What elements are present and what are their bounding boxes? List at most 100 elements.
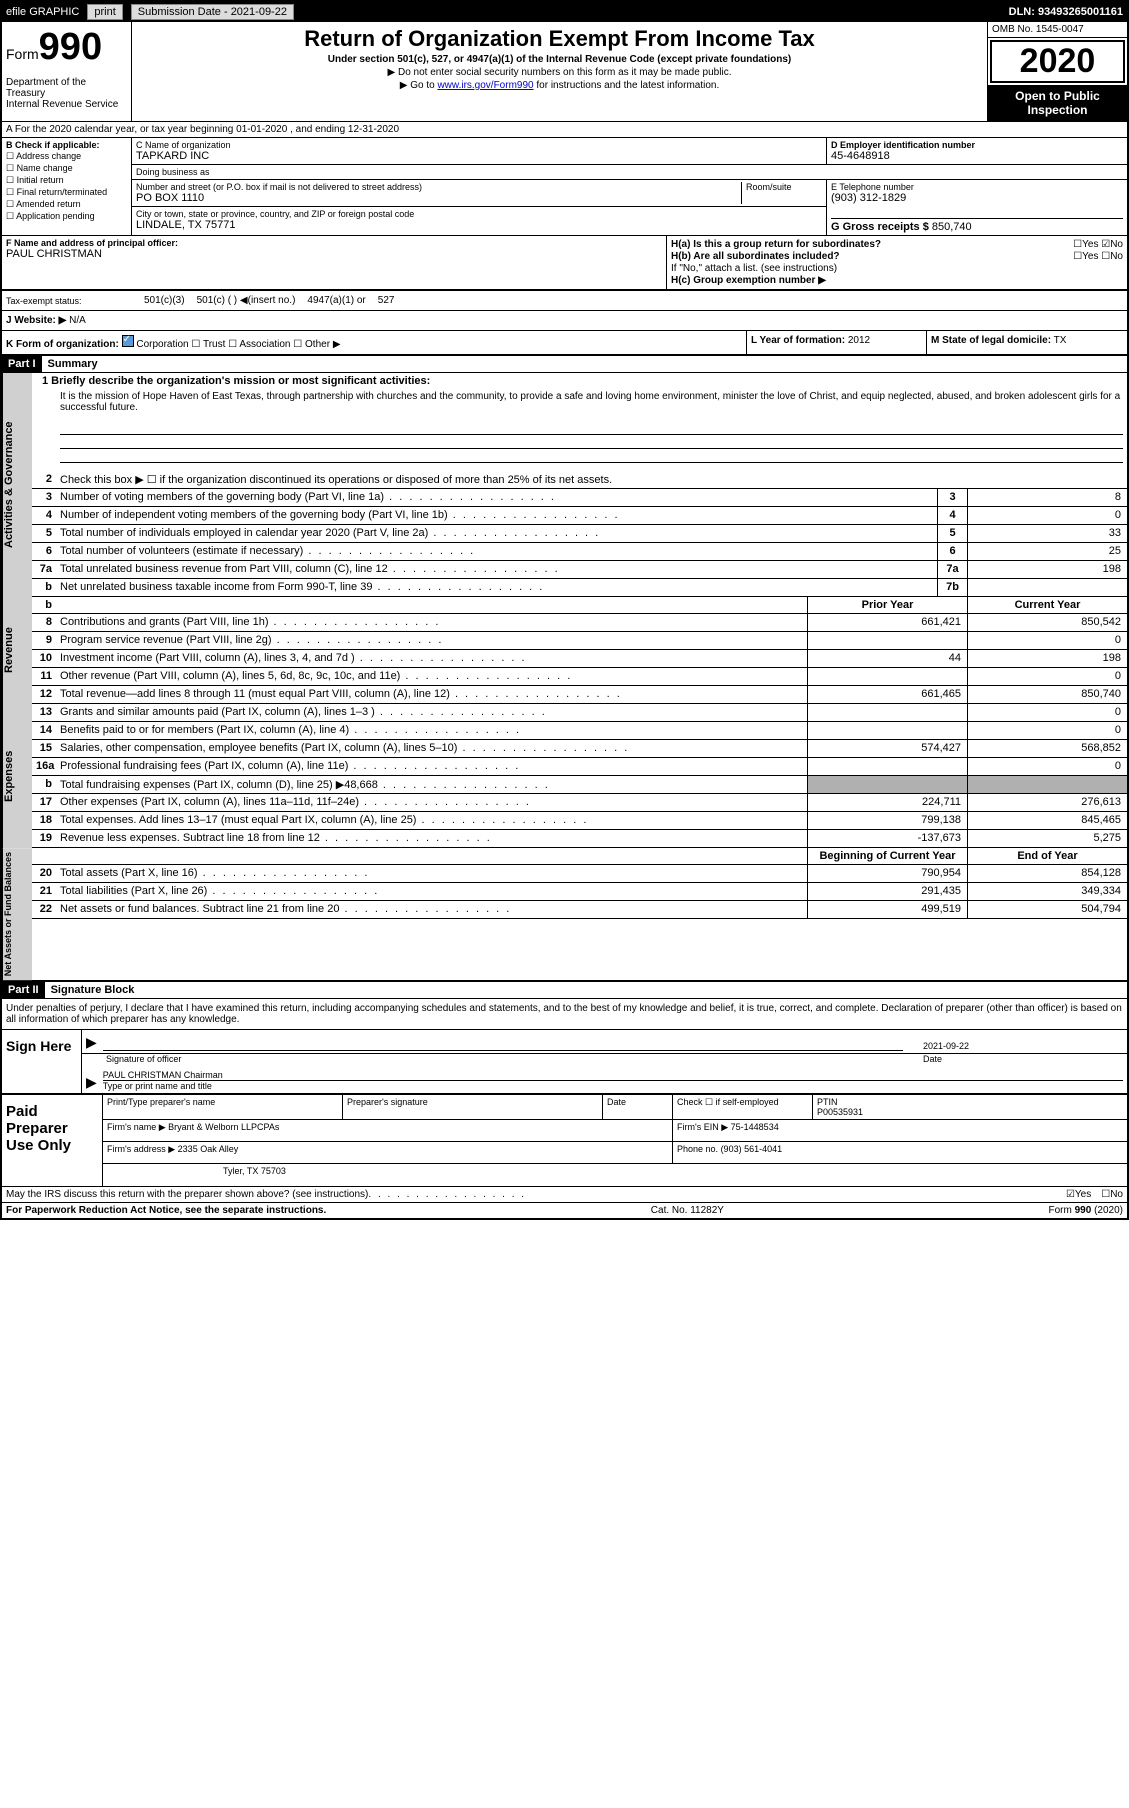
chk-app[interactable]: ☐ Application pending [6,211,127,222]
sig-date-value: 2021-09-22 [923,1041,1123,1051]
line-text: Grants and similar amounts paid (Part IX… [56,704,807,721]
preparer-section: Paid Preparer Use Only Print/Type prepar… [2,1094,1127,1186]
line-num: 20 [32,865,56,882]
line-text: Number of voting members of the governin… [56,489,937,506]
dots [368,1189,1066,1200]
dba-label: Doing business as [136,167,1123,177]
line-val [967,579,1127,596]
line-num: 15 [32,740,56,757]
curr-val: 854,128 [967,865,1127,882]
irs-link[interactable]: www.irs.gov/Form990 [437,80,533,91]
discuss-yes[interactable]: ☑Yes [1066,1189,1091,1200]
net-line: 20 Total assets (Part X, line 16) 790,95… [32,865,1127,883]
prior-val: -137,673 [807,830,967,847]
col-begin: Beginning of Current Year [807,848,967,864]
city-label: City or town, state or province, country… [136,209,822,219]
open-public: Open to Public Inspection [988,85,1127,121]
governance-section: Activities & Governance 1 Briefly descri… [2,373,1127,597]
website-value: N/A [69,315,86,326]
curr-val [967,776,1127,793]
opt-501c: 501(c) ( ) ◀(insert no.) [197,295,296,306]
netassets-section: Net Assets or Fund Balances Beginning of… [2,848,1127,982]
exp-line: 17 Other expenses (Part IX, column (A), … [32,794,1127,812]
section-j: J Website: ▶ N/A [2,311,1127,331]
part2-header: Part II Signature Block [2,982,1127,999]
col-prior: Prior Year [807,597,967,613]
ptin-label: PTIN [817,1097,1123,1107]
ha-label: H(a) Is this a group return for subordin… [671,239,881,250]
sig-officer-line[interactable] [103,1050,903,1051]
firm-addr-label: Firm's address ▶ [107,1144,175,1154]
dept-treasury: Department of the Treasury [6,69,127,99]
omb-number: OMB No. 1545-0047 [988,22,1127,38]
part1-badge: Part I [2,356,42,372]
line-text: Net unrelated business taxable income fr… [56,579,937,596]
chk-amended[interactable]: ☐ Amended return [6,199,127,210]
section-bcd: B Check if applicable: ☐ Address change … [2,138,1127,236]
hb-label: H(b) Are all subordinates included? [671,251,840,262]
chk-address[interactable]: ☐ Address change [6,151,127,162]
org-name: TAPKARD INC [136,150,822,162]
print-button[interactable]: print [87,4,122,20]
section-klm: K Form of organization: ✓ Corporation ☐ … [2,331,1127,356]
firm-name: Bryant & Welborn LLPCPAs [168,1122,279,1132]
chk-corp[interactable]: ✓ [122,335,134,347]
revenue-section: Revenue b Prior Year Current Year 8 Cont… [2,597,1127,704]
arrow-icon: ▶ [86,1034,97,1051]
gov-line: 5 Total number of individuals employed i… [32,525,1127,543]
gov-line: 6 Total number of volunteers (estimate i… [32,543,1127,561]
prep-sig-label: Preparer's signature [343,1095,603,1119]
line-box: 7a [937,561,967,578]
curr-val: 845,465 [967,812,1127,829]
sign-here-row: Sign Here ▶ 2021-09-22 Signature of offi… [2,1029,1127,1094]
k-label: K Form of organization: [6,339,119,350]
line-num: 11 [32,668,56,685]
gross-receipts: G Gross receipts $ 850,740 [831,218,1123,233]
f-label: F Name and address of principal officer: [6,238,662,248]
line-val: 0 [967,507,1127,524]
curr-val: 568,852 [967,740,1127,757]
hc-label: H(c) Group exemption number ▶ [671,275,826,286]
curr-val: 5,275 [967,830,1127,847]
line-num: 7a [32,561,56,578]
form-subtitle: Under section 501(c), 527, or 4947(a)(1)… [140,54,979,65]
part1-header: Part I Summary [2,356,1127,373]
ha-no[interactable]: No [1110,239,1123,250]
firm-addr2: Tyler, TX 75703 [103,1164,1127,1186]
firm-phone: (903) 561-4041 [721,1144,783,1154]
chk-name[interactable]: ☐ Name change [6,163,127,174]
discuss-no[interactable]: ☐No [1101,1189,1123,1200]
opt-4947: 4947(a)(1) or [307,295,365,306]
prior-val: 661,465 [807,686,967,703]
line-num: 18 [32,812,56,829]
line-text: Salaries, other compensation, employee b… [56,740,807,757]
declaration-text: Under penalties of perjury, I declare th… [2,999,1127,1029]
line-text: Total fundraising expenses (Part IX, col… [56,776,807,793]
form-990: 990 [39,26,102,68]
chk-initial[interactable]: ☐ Initial return [6,175,127,186]
exp-line: 14 Benefits paid to or for members (Part… [32,722,1127,740]
prep-check-label[interactable]: Check ☐ if self-employed [673,1095,813,1119]
note2-suffix: for instructions and the latest informat… [534,80,720,91]
prior-val: 44 [807,650,967,667]
ha-yes[interactable]: Yes [1082,239,1098,250]
d-ein-label: D Employer identification number [831,140,1123,150]
curr-val: 0 [967,632,1127,649]
line-text: Investment income (Part VIII, column (A)… [56,650,807,667]
sign-here-label: Sign Here [2,1030,82,1093]
form-number: Form990 [6,26,127,69]
line-box: 3 [937,489,967,506]
exp-line: 16a Professional fundraising fees (Part … [32,758,1127,776]
prior-val [807,776,967,793]
part1-title: Summary [42,356,104,372]
chk-final[interactable]: ☐ Final return/terminated [6,187,127,198]
curr-val: 0 [967,758,1127,775]
prior-val: 799,138 [807,812,967,829]
line-num: 10 [32,650,56,667]
prior-val: 224,711 [807,794,967,811]
line-num: 21 [32,883,56,900]
blank-line [60,449,1123,463]
firm-ein-label: Firm's EIN ▶ [677,1122,728,1132]
line-num: 3 [32,489,56,506]
line-text: Professional fundraising fees (Part IX, … [56,758,807,775]
